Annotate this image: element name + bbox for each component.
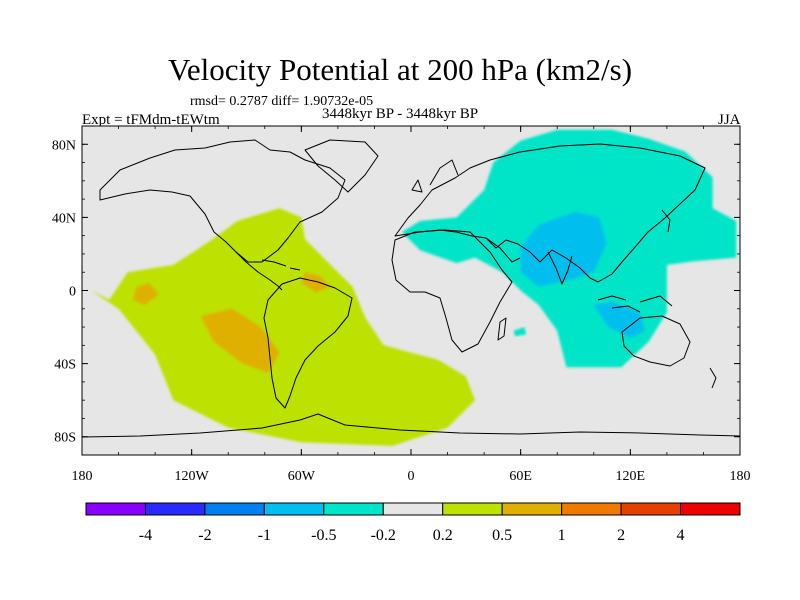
contour-fills (91, 129, 737, 446)
colorbar-label: -4 (139, 527, 152, 544)
latitude-axis: 80N 40N 0 40S 80S (52, 125, 740, 456)
colorbar-swatch (204, 502, 265, 516)
colorbar-swatch (620, 502, 682, 516)
lon-tick-label: 60E (509, 469, 532, 484)
season-label: JJA (718, 112, 741, 128)
colorbar-label: 2 (617, 527, 625, 544)
colorbar-label: -0.2 (371, 527, 396, 544)
lat-tick-label: 0 (69, 285, 76, 300)
colorbar-swatch (323, 502, 384, 516)
contour-region-2 (593, 301, 645, 338)
stats-subtitle: rmsd= 0.2787 diff= 1.90732e-05 (190, 94, 374, 109)
contour-region-3 (513, 327, 527, 337)
lat-tick-label: 80N (52, 138, 76, 153)
colorbar-label: 1 (558, 527, 566, 544)
lon-tick-label: 120E (616, 469, 646, 484)
colorbar: -4 -2 -1 -0.5 -0.2 0.2 0.5 1 2 4 (85, 502, 741, 544)
colorbar-label: -2 (198, 527, 211, 544)
colorbar-swatch (501, 502, 563, 516)
colorbar-swatch (442, 502, 503, 516)
lon-tick-label: 120W (175, 469, 210, 484)
colorbar-swatch (263, 502, 325, 516)
contour-region-7 (301, 272, 331, 293)
contour-region-1 (520, 211, 607, 287)
colorbar-label: -0.5 (311, 527, 336, 544)
colorbar-label: 0.5 (492, 527, 512, 544)
lon-tick-label: 180 (730, 469, 751, 484)
lon-tick-label: 180 (72, 469, 93, 484)
lat-tick-label: 40N (52, 211, 76, 226)
lon-tick-label: 60W (288, 469, 316, 484)
lat-tick-label: 80S (54, 431, 76, 446)
colorbar-label: -1 (258, 527, 271, 544)
lon-tick-label: 0 (408, 469, 415, 484)
lat-tick-label: 40S (54, 358, 76, 373)
colorbar-swatch (382, 502, 444, 516)
longitude-axis: 180 120W 60W 0 60E 120E 180 (72, 126, 751, 484)
experiment-label: Expt = tFMdm-tEWtm (82, 112, 220, 128)
plot-title: Velocity Potential at 200 hPa (km2/s) (167, 52, 633, 87)
contour-region-6 (200, 308, 280, 373)
contour-region-5 (133, 283, 159, 306)
colorbar-swatch (561, 502, 622, 516)
colorbar-swatch (680, 502, 741, 516)
colorbar-label: 4 (677, 527, 685, 544)
period-subtitle: 3448kyr BP - 3448kyr BP (322, 106, 479, 122)
contour-region-4 (91, 208, 475, 446)
colorbar-label: 0.2 (433, 527, 453, 544)
colorbar-swatch (144, 502, 206, 516)
colorbar-swatch (85, 502, 146, 516)
coastlines (82, 139, 740, 438)
